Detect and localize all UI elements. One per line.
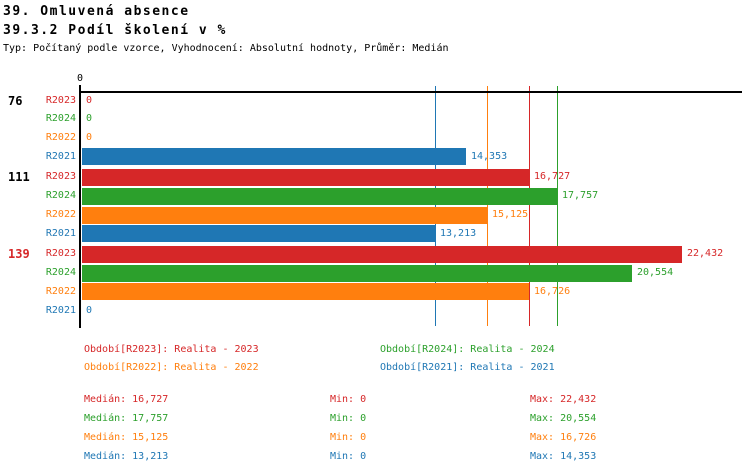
bar <box>82 283 529 300</box>
median-line-r2022 <box>487 86 488 326</box>
bar-value-label: 16,726 <box>534 286 571 297</box>
row-label: R2021 <box>45 151 76 162</box>
stat-median: Medián: 15,125 <box>84 432 169 443</box>
chart-subtitle: 39.3.2 Podíl školení v % <box>3 23 227 38</box>
bar-value-label: 16,727 <box>534 171 571 182</box>
bar <box>82 225 435 242</box>
y-axis-line <box>79 85 81 328</box>
median-line-r2023 <box>529 86 530 326</box>
bar-value-label: 17,757 <box>562 190 599 201</box>
axis-zero-tick-label: 0 <box>76 73 84 84</box>
row-label: R2022 <box>45 209 76 220</box>
bar-value-label: 15,125 <box>492 209 529 220</box>
bar-value-label: 0 <box>86 113 93 124</box>
group-label: 111 <box>8 170 30 184</box>
row-label: R2024 <box>45 190 76 201</box>
bar-value-label: 0 <box>86 305 93 316</box>
bar-value-label: 0 <box>86 132 93 143</box>
stat-min: Min: 0 <box>330 451 367 462</box>
row-label: R2022 <box>45 132 76 143</box>
row-label: R2021 <box>45 228 76 239</box>
bar <box>82 148 466 165</box>
row-label: R2023 <box>45 248 76 259</box>
chart-title: 39. Omluvená absence <box>3 4 190 19</box>
row-label: R2023 <box>45 95 76 106</box>
bar <box>82 188 557 205</box>
stats-row-r2021: Medián: 13,213 Min: 0 Max: 14,353 <box>0 451 750 463</box>
stat-max: Max: 14,353 <box>530 451 597 462</box>
row-label: R2024 <box>45 267 76 278</box>
bar <box>82 246 682 263</box>
chart-meta: Typ: Počítaný podle vzorce, Vyhodnocení:… <box>3 43 449 54</box>
bar <box>82 207 487 224</box>
row-label: R2023 <box>45 171 76 182</box>
bar-value-label: 14,353 <box>471 151 508 162</box>
chart-stats: Medián: 16,727 Min: 0 Max: 22,432 Medián: 1… <box>0 390 750 474</box>
group-label: 139 <box>8 247 30 261</box>
stat-max: Max: 20,554 <box>530 413 597 424</box>
stat-min: Min: 0 <box>330 432 367 443</box>
legend-item-r2024: Období[R2024]: Realita - 2024 <box>380 344 555 355</box>
median-line-r2021 <box>435 86 436 326</box>
stat-median: Medián: 16,727 <box>84 394 169 405</box>
chart-legend: Období[R2023]: Realita - 2023 Období[R202… <box>0 340 750 376</box>
row-label: R2024 <box>45 113 76 124</box>
stat-min: Min: 0 <box>330 413 367 424</box>
stat-max: Max: 16,726 <box>530 432 597 443</box>
median-line-r2024 <box>557 86 558 326</box>
row-label: R2022 <box>45 286 76 297</box>
row-label: R2021 <box>45 305 76 316</box>
bar-value-label: 13,213 <box>440 228 477 239</box>
stat-min: Min: 0 <box>330 394 367 405</box>
legend-item-r2021: Období[R2021]: Realita - 2021 <box>380 362 555 373</box>
bar <box>82 265 632 282</box>
group-label: 76 <box>8 94 23 108</box>
stats-row-r2024: Medián: 17,757 Min: 0 Max: 20,554 <box>0 413 750 425</box>
bar-value-label: 22,432 <box>687 248 724 259</box>
bar-chart: 0 76 R2023 0 R2024 0 R2022 0 R2021 14,353 111 R2023… <box>0 60 750 340</box>
stats-row-r2022: Medián: 15,125 Min: 0 Max: 16,726 <box>0 432 750 444</box>
bar <box>82 169 529 186</box>
legend-item-r2023: Období[R2023]: Realita - 2023 <box>84 344 259 355</box>
bar-value-label: 20,554 <box>637 267 674 278</box>
stat-median: Medián: 13,213 <box>84 451 169 462</box>
stat-median: Medián: 17,757 <box>84 413 169 424</box>
stat-max: Max: 22,432 <box>530 394 597 405</box>
bar-value-label: 0 <box>86 95 93 106</box>
legend-item-r2022: Období[R2022]: Realita - 2022 <box>84 362 259 373</box>
x-axis-line <box>79 91 742 93</box>
stats-row-r2023: Medián: 16,727 Min: 0 Max: 22,432 <box>0 394 750 406</box>
